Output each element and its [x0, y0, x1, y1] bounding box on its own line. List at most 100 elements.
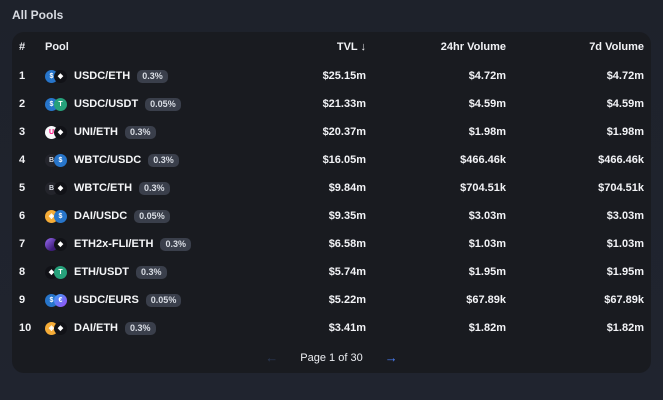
- vol7-value: $1.03m: [606, 238, 644, 250]
- pagination: ← Page 1 of 30 →: [19, 342, 644, 373]
- vol7-value: $1.95m: [606, 266, 644, 278]
- vol7-value: $466.46k: [598, 154, 644, 166]
- tvl-value: $16.05m: [322, 154, 366, 166]
- tvl-value: $9.35m: [328, 210, 366, 222]
- vol24-value: $4.72m: [468, 70, 506, 82]
- pool-cell: ◈ $ DAI/USDC 0.05%: [45, 209, 266, 223]
- fee-badge: 0.05%: [134, 209, 170, 223]
- pool-cell: ◈ ◆ DAI/ETH 0.3%: [45, 321, 266, 335]
- eth-token-icon: ◆: [54, 321, 67, 335]
- pool-rank: 10: [19, 322, 32, 334]
- pool-pair-label: WBTC/USDC: [74, 154, 142, 166]
- fee-badge: 0.3%: [125, 125, 156, 139]
- tvl-value: $25.15m: [322, 70, 366, 82]
- table-row-uni-eth[interactable]: 3 U ◆ UNI/ETH 0.3% $20.37m $1.98m $1.98m: [19, 118, 644, 146]
- pool-cell: B $ WBTC/USDC 0.3%: [45, 153, 266, 167]
- previous-page-arrow-icon[interactable]: ←: [265, 350, 279, 365]
- pool-pair-label: DAI/USDC: [74, 210, 128, 222]
- vol24-value: $1.03m: [468, 238, 506, 250]
- fee-badge: 0.3%: [125, 321, 156, 335]
- token-pair-icons: $ T: [45, 97, 67, 111]
- token-pair-icons: ◆ T: [45, 265, 67, 279]
- vol24-value: $3.03m: [468, 210, 506, 222]
- token-pair-icons: ◈ ◆: [45, 321, 67, 335]
- pool-pair-label: WBTC/ETH: [74, 182, 133, 194]
- table-row-dai-eth[interactable]: 10 ◈ ◆ DAI/ETH 0.3% $3.41m $1.82m $1.82m: [19, 314, 644, 342]
- pool-cell: U ◆ UNI/ETH 0.3%: [45, 125, 266, 139]
- pool-pair-label: USDC/ETH: [74, 70, 131, 82]
- column-header-7d-volume[interactable]: 7d Volume: [589, 41, 644, 53]
- token-pair-icons: U ◆: [45, 125, 67, 139]
- tvl-value: $20.37m: [322, 126, 366, 138]
- pool-rank: 2: [19, 98, 26, 110]
- eth-token-icon: ◆: [54, 125, 67, 139]
- column-header-rank: #: [19, 41, 26, 53]
- fee-badge: 0.3%: [139, 181, 170, 195]
- table-row-wbtc-eth[interactable]: 5 B ◆ WBTC/ETH 0.3% $9.84m $704.51k $704.…: [19, 174, 644, 202]
- vol24-value: $4.59m: [468, 98, 506, 110]
- fee-badge: 0.05%: [145, 293, 182, 307]
- vol7-value: $1.98m: [606, 126, 644, 138]
- page-title: All Pools: [12, 8, 64, 22]
- tvl-value: $5.74m: [328, 266, 366, 278]
- pool-rank: 5: [19, 182, 26, 194]
- table-row-wbtc-usdc[interactable]: 4 B $ WBTC/USDC 0.3% $16.05m $466.46k $46…: [19, 146, 644, 174]
- vol7-value: $67.89k: [604, 294, 644, 306]
- tvl-value: $6.58m: [328, 238, 366, 250]
- pool-cell: $ ◆ USDC/ETH 0.3%: [45, 69, 266, 83]
- token-pair-icons: B $: [45, 153, 67, 167]
- vol24-value: $67.89k: [466, 294, 506, 306]
- token-pair-icons: $ €: [45, 293, 67, 307]
- eth-token-icon: ◆: [54, 237, 67, 251]
- token-pair-icons: $ ◆: [45, 69, 67, 83]
- vol7-value: $3.03m: [606, 210, 644, 222]
- eurs-token-icon: €: [54, 293, 67, 307]
- fee-badge: 0.3%: [148, 153, 179, 167]
- vol7-value: $704.51k: [598, 182, 644, 194]
- pool-rank: 1: [19, 70, 26, 82]
- tvl-value: $5.22m: [328, 294, 366, 306]
- pool-cell: $ T USDC/USDT 0.05%: [45, 97, 266, 111]
- vol24-value: $704.51k: [460, 182, 506, 194]
- pool-cell: B ◆ WBTC/ETH 0.3%: [45, 181, 266, 195]
- column-header-24hr-volume[interactable]: 24hr Volume: [440, 41, 506, 53]
- table-header-row: # Pool TVL ↓ 24hr Volume 7d Volume: [19, 32, 644, 62]
- token-pair-icons: ◈ $: [45, 209, 67, 223]
- table-row-dai-usdc[interactable]: 6 ◈ $ DAI/USDC 0.05% $9.35m $3.03m $3.03m: [19, 202, 644, 230]
- pool-pair-label: DAI/ETH: [74, 322, 118, 334]
- pool-pair-label: ETH2x-FLI/ETH: [74, 238, 154, 250]
- usdc-token-icon: $: [54, 209, 67, 223]
- pool-rank: 7: [19, 238, 26, 250]
- table-row-eth-usdt[interactable]: 8 ◆ T ETH/USDT 0.3% $5.74m $1.95m $1.95m: [19, 258, 644, 286]
- vol24-value: $466.46k: [460, 154, 506, 166]
- pool-rank: 8: [19, 266, 26, 278]
- next-page-arrow-icon[interactable]: →: [384, 350, 398, 365]
- eth-token-icon: ◆: [54, 181, 67, 195]
- vol24-value: $1.98m: [468, 126, 506, 138]
- vol7-value: $4.59m: [606, 98, 644, 110]
- pool-cell: ◆ ETH2x-FLI/ETH 0.3%: [45, 237, 266, 251]
- usdt-token-icon: T: [54, 265, 67, 279]
- table-row-usdc-eurs[interactable]: 9 $ € USDC/EURS 0.05% $5.22m $67.89k $67.…: [19, 286, 644, 314]
- fee-badge: 0.05%: [145, 97, 181, 111]
- pools-table-card: # Pool TVL ↓ 24hr Volume 7d Volume 1 $ ◆ …: [12, 32, 651, 373]
- usdc-token-icon: $: [54, 153, 67, 167]
- column-header-pool: Pool: [45, 41, 69, 53]
- table-row-usdc-eth[interactable]: 1 $ ◆ USDC/ETH 0.3% $25.15m $4.72m $4.72m: [19, 62, 644, 90]
- pool-rank: 9: [19, 294, 26, 306]
- table-row-eth2xfli-eth[interactable]: 7 ◆ ETH2x-FLI/ETH 0.3% $6.58m $1.03m $1.…: [19, 230, 644, 258]
- vol24-value: $1.95m: [468, 266, 506, 278]
- pool-cell: ◆ T ETH/USDT 0.3%: [45, 265, 266, 279]
- vol24-value: $1.82m: [468, 322, 506, 334]
- vol7-value: $4.72m: [606, 70, 644, 82]
- tvl-value: $3.41m: [328, 322, 366, 334]
- column-header-tvl-sort[interactable]: TVL ↓: [336, 41, 366, 53]
- pool-pair-label: ETH/USDT: [74, 266, 129, 278]
- table-row-usdc-usdt[interactable]: 2 $ T USDC/USDT 0.05% $21.33m $4.59m $4.5…: [19, 90, 644, 118]
- page-indicator: Page 1 of 30: [300, 351, 363, 364]
- pool-rank: 6: [19, 210, 26, 222]
- token-pair-icons: B ◆: [45, 181, 67, 195]
- pool-rank: 3: [19, 126, 26, 138]
- eth-token-icon: ◆: [54, 69, 67, 83]
- pool-pair-label: USDC/USDT: [74, 98, 139, 110]
